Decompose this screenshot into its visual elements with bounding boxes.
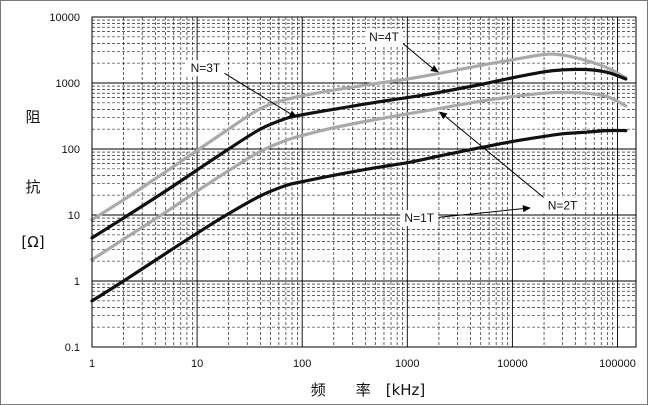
annotation-arrow-line — [444, 115, 547, 201]
annotation-arrow-head — [430, 65, 439, 73]
annotation-arrow-line — [400, 41, 433, 69]
y-tick-label: 10 — [68, 210, 80, 222]
annotations: N=4T N=3T N=2T N=1T — [186, 28, 582, 227]
y-tick-label: 1 — [74, 276, 80, 288]
y-axis-label-unit: [Ω] — [21, 233, 44, 251]
x-tick-label: 10000 — [497, 358, 528, 370]
x-tick-label: 1000 — [395, 358, 419, 370]
x-axis-label: 频 率 [kHz] — [311, 381, 426, 399]
annotation-arrow-head — [288, 110, 298, 118]
annotation-arrow-head — [522, 205, 531, 213]
annotation-label-box — [543, 197, 582, 214]
series-lines — [90, 52, 628, 303]
annotation-label: N=3T — [191, 61, 221, 75]
y-axis-label-char-2: 抗 — [25, 178, 40, 196]
y-tick-labels: 0.1 1 10 100 1000 10000 — [49, 12, 80, 354]
y-axis-label-char-1: 阻 — [25, 108, 40, 126]
annotation-arrow-head — [438, 111, 448, 120]
y-tick-label: 100 — [62, 144, 80, 156]
annotation-label: N=1T — [404, 211, 434, 225]
series-line-n3t — [90, 67, 628, 240]
grid-lines — [91, 16, 636, 348]
y-tick-label: 0.1 — [65, 342, 80, 354]
annotation-label-box — [364, 28, 403, 45]
series-line-n4t — [90, 52, 628, 222]
y-tick-label: 1000 — [56, 78, 80, 90]
annotation-label-box — [186, 60, 225, 77]
plot-border — [91, 16, 637, 348]
x-tick-label: 100000 — [599, 358, 636, 370]
annotation-arrow-line — [222, 71, 291, 115]
x-tick-label: 10 — [191, 358, 203, 370]
x-tick-label: 1 — [89, 358, 95, 370]
x-tick-labels: 1 10 100 1000 10000 100000 — [89, 358, 636, 370]
annotation-label: N=4T — [369, 30, 399, 44]
annotation-label-box — [400, 210, 439, 227]
annotation-label: N=2T — [548, 198, 578, 212]
y-tick-label: 10000 — [49, 12, 80, 24]
series-line-n2t — [90, 90, 628, 262]
annotation-arrow-line — [439, 208, 523, 218]
x-tick-label: 100 — [293, 358, 311, 370]
series-line-n1t — [90, 128, 628, 303]
